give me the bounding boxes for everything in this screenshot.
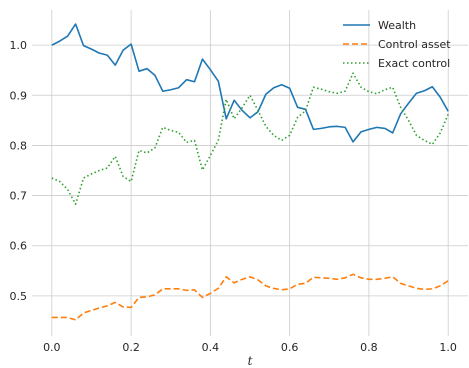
series-line-control-asset (51, 273, 449, 321)
y-tick-label: 0.6 (10, 240, 28, 253)
x-tick-label: 0.4 (202, 341, 220, 354)
x-tick-label: 0.8 (360, 341, 378, 354)
legend: Wealth Control asset Exact control (343, 19, 451, 70)
series-line-exact-control (51, 72, 449, 205)
y-tick-label: 0.9 (10, 89, 28, 102)
legend-label: Control asset (378, 38, 451, 51)
y-tick-label: 0.8 (10, 139, 28, 152)
plot-area (32, 10, 468, 336)
x-tick-label: 0.0 (43, 341, 61, 354)
legend-label: Wealth (378, 19, 416, 32)
series-line-wealth (51, 23, 449, 143)
grid-lines (32, 10, 468, 336)
x-tick-labels: 0.0 0.2 0.4 0.6 0.8 1.0 (43, 341, 457, 354)
y-tick-label: 0.5 (10, 290, 28, 303)
series-lines (51, 23, 449, 321)
x-tick-label: 0.6 (281, 341, 299, 354)
x-tick-label: 0.2 (122, 341, 140, 354)
legend-label: Exact control (378, 57, 450, 70)
x-tick-label: 1.0 (439, 341, 457, 354)
y-tick-label: 1.0 (10, 39, 28, 52)
y-tick-labels: 0.5 0.6 0.7 0.8 0.9 1.0 (10, 39, 28, 303)
x-axis-label: t (248, 354, 253, 368)
y-tick-label: 0.7 (10, 190, 28, 203)
